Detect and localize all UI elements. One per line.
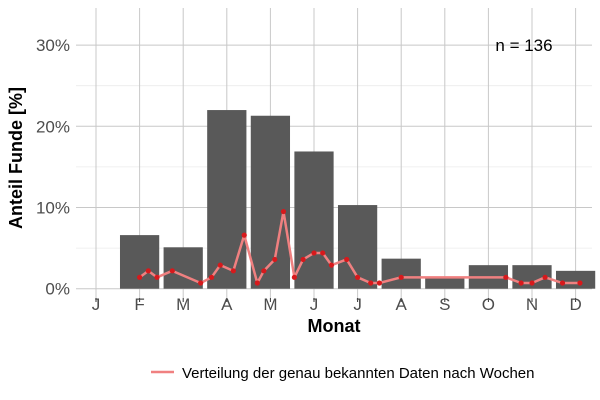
bar [555, 270, 596, 289]
line-point [542, 274, 548, 280]
line-point [529, 280, 535, 286]
line-point [254, 280, 260, 286]
line-point [169, 268, 175, 274]
bar [119, 235, 160, 289]
sample-size-annotation: n = 136 [495, 36, 552, 55]
line-point [154, 274, 160, 280]
x-tick-label: M [176, 295, 190, 314]
x-tick-label: F [134, 295, 144, 314]
line-point [355, 274, 361, 280]
y-tick-label: 0% [45, 280, 70, 299]
line-point [241, 232, 247, 238]
line-point [272, 256, 278, 263]
x-tick-label: N [526, 295, 538, 314]
x-axis-title: Monat [308, 316, 361, 336]
legend: Verteilung der genau bekannten Daten nac… [151, 365, 535, 382]
line-point [217, 262, 223, 268]
line-point [559, 280, 566, 286]
line-point [230, 268, 236, 274]
line-point [518, 280, 524, 286]
bar [425, 276, 465, 289]
line-point [261, 268, 267, 274]
line-point [344, 256, 350, 263]
y-tick-label: 30% [36, 36, 70, 55]
line-point [328, 262, 335, 268]
minor-gridlines [76, 85, 592, 249]
y-axis-title: Anteil Funde [%] [6, 87, 26, 229]
line-point [376, 280, 382, 286]
line-point [280, 208, 287, 215]
x-tick-label: J [92, 295, 101, 314]
line-point [208, 274, 215, 280]
legend-label: Verteilung der genau bekannten Daten nac… [182, 365, 535, 382]
weekly-line-series [137, 208, 583, 286]
x-tick-label: M [263, 295, 277, 314]
line-point [137, 274, 143, 280]
x-tick-label: O [482, 295, 495, 314]
x-tick-label: J [353, 295, 362, 314]
line-point [503, 274, 509, 280]
bars [119, 110, 596, 289]
x-tick-label: D [569, 295, 581, 314]
x-tick-label: A [396, 295, 408, 314]
line-point [311, 250, 317, 256]
line-point [300, 256, 306, 263]
y-axis-ticks: 0% 10% 20% 30% [36, 36, 70, 299]
bar [250, 115, 291, 289]
line-point [577, 280, 583, 286]
line-point [320, 250, 326, 256]
bar [381, 258, 421, 289]
y-tick-label: 20% [36, 117, 70, 136]
x-tick-label: S [439, 295, 450, 314]
line-point [398, 274, 404, 280]
y-tick-label: 10% [36, 199, 70, 218]
line-point [198, 280, 204, 286]
line-point [368, 280, 374, 286]
bar [207, 110, 247, 289]
x-tick-label: A [221, 295, 233, 314]
line-point [291, 274, 297, 280]
x-tick-label: J [310, 295, 319, 314]
line-point [145, 268, 151, 274]
